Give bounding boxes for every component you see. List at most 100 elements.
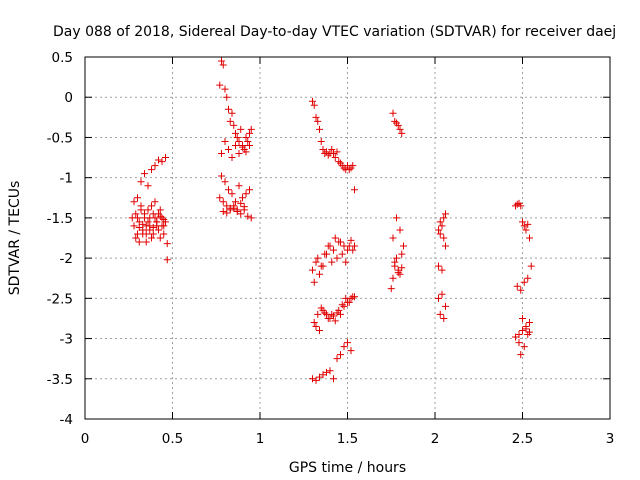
data-point	[328, 258, 336, 266]
data-point	[158, 158, 166, 166]
data-point	[235, 137, 243, 145]
data-point	[137, 178, 145, 186]
data-point	[239, 143, 246, 151]
data-point	[144, 218, 152, 226]
data-point	[389, 234, 397, 242]
x-axis-title: GPS time / hours	[289, 460, 406, 476]
data-point	[330, 150, 337, 158]
data-point	[149, 230, 157, 238]
data-point	[163, 240, 171, 248]
data-point	[314, 117, 322, 125]
x-tick-label: 1.5	[337, 431, 358, 447]
data-point	[233, 133, 241, 141]
data-point	[398, 129, 406, 137]
data-point	[134, 214, 141, 222]
data-point	[156, 206, 164, 214]
data-point	[148, 166, 155, 174]
data-point	[223, 93, 231, 101]
data-point	[442, 242, 449, 250]
data-point	[237, 210, 245, 218]
data-point	[151, 198, 159, 206]
data-point	[391, 117, 399, 125]
data-point	[513, 200, 521, 208]
data-point	[328, 310, 336, 318]
data-point	[321, 309, 329, 317]
data-series	[128, 154, 171, 264]
y-tick-label: -4	[60, 412, 73, 428]
data-point	[132, 234, 140, 242]
data-point	[391, 258, 399, 266]
data-point	[237, 199, 245, 207]
data-point	[526, 234, 533, 242]
data-point	[436, 218, 444, 226]
data-point	[335, 306, 343, 314]
data-point	[316, 270, 323, 278]
data-point	[321, 250, 329, 258]
data-point	[310, 101, 318, 109]
data-point	[237, 125, 245, 133]
data-point	[398, 250, 406, 258]
data-point	[149, 224, 157, 232]
x-tick-label: 2	[431, 431, 440, 447]
data-point	[312, 322, 320, 330]
y-tick-label: -3.5	[47, 372, 73, 388]
data-point	[340, 343, 348, 351]
y-axis: 0.5 0 -0.5 -1 -1.5 -2 -2.5 -3 -3.5 -4	[47, 50, 610, 428]
x-tick-label: 3	[606, 431, 615, 447]
data-point	[135, 224, 143, 232]
data-point	[328, 146, 336, 154]
data-point	[135, 238, 143, 246]
data-point	[330, 375, 337, 383]
data-point	[314, 254, 322, 262]
data-series	[512, 199, 535, 359]
data-point	[527, 262, 535, 270]
data-point	[312, 376, 320, 384]
data-point	[310, 278, 318, 286]
data-point	[130, 222, 138, 230]
data-point	[351, 186, 358, 194]
data-point	[438, 290, 446, 298]
data-point	[242, 190, 250, 198]
data-point	[389, 109, 397, 117]
data-point	[223, 209, 231, 217]
data-point	[317, 304, 325, 312]
data-point	[162, 154, 169, 162]
data-point	[438, 222, 446, 230]
data-point	[326, 367, 334, 375]
data-point	[316, 125, 323, 133]
data-point	[233, 206, 241, 214]
data-point	[330, 246, 337, 254]
y-tick-label: -0.5	[47, 130, 73, 146]
data-point	[338, 301, 346, 309]
data-point	[331, 317, 339, 325]
data-point	[235, 182, 243, 190]
data-point	[244, 212, 252, 220]
data-point	[246, 186, 253, 194]
data-point	[247, 214, 255, 222]
data-point	[512, 333, 519, 341]
data-point	[163, 256, 171, 264]
data-point	[519, 327, 526, 335]
data-point	[440, 234, 448, 242]
chart-title: Day 088 of 2018, Sidereal Day-to-day VTE…	[53, 24, 616, 40]
data-point	[519, 314, 526, 322]
data-series	[387, 109, 407, 293]
data-point	[393, 214, 400, 222]
data-point	[156, 212, 164, 220]
data-point	[239, 194, 246, 202]
data-point	[226, 117, 234, 125]
data-point	[317, 262, 325, 270]
data-point	[435, 294, 442, 302]
data-point	[155, 226, 162, 234]
data-point	[228, 109, 236, 117]
data-point	[309, 97, 316, 105]
data-point	[331, 234, 339, 242]
data-point	[137, 206, 145, 214]
data-point	[219, 207, 227, 215]
data-point	[349, 293, 357, 301]
data-point	[153, 218, 161, 226]
data-point	[221, 85, 229, 93]
y-axis-title: SDTVAR / TECUs	[7, 181, 23, 296]
data-point	[345, 298, 353, 306]
